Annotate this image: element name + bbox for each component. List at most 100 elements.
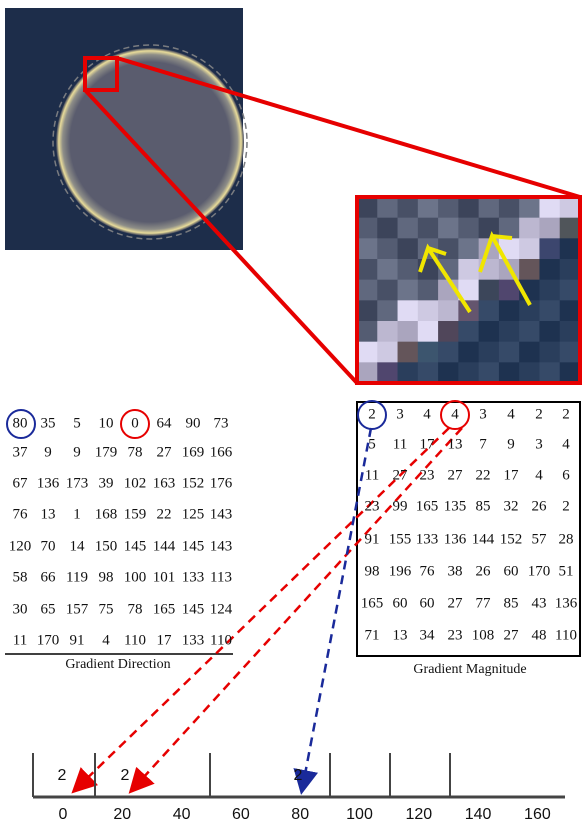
magnitude-box xyxy=(357,402,580,656)
magnitude-cell: 13 xyxy=(393,627,408,643)
pixel xyxy=(357,280,378,301)
magnitude-cell: 3 xyxy=(479,406,487,422)
bin-label: 160 xyxy=(524,806,551,823)
direction-cell: 159 xyxy=(124,506,147,522)
magnitude-cell: 2 xyxy=(562,498,570,514)
direction-cell: 176 xyxy=(210,475,233,491)
pixel xyxy=(438,321,459,342)
pixel xyxy=(519,238,540,259)
pixel xyxy=(357,321,378,342)
bin-value: 2 xyxy=(294,767,303,784)
direction-cell: 1 xyxy=(73,506,81,522)
magnitude-cell: 71 xyxy=(365,627,380,643)
pixel xyxy=(398,342,419,363)
pixel xyxy=(377,300,398,321)
pixel xyxy=(519,259,540,280)
direction-cell: 98 xyxy=(99,569,114,585)
direction-cell: 22 xyxy=(157,506,172,522)
pixel xyxy=(560,238,581,259)
direction-cell: 64 xyxy=(157,415,173,431)
pixel xyxy=(499,197,520,218)
direction-cell: 9 xyxy=(73,444,81,460)
direction-cell: 4 xyxy=(102,632,110,648)
pixel xyxy=(357,197,378,218)
direction-cell: 0 xyxy=(131,415,139,431)
pixel xyxy=(377,259,398,280)
direction-cell: 70 xyxy=(41,538,56,554)
direction-cell: 145 xyxy=(182,538,205,554)
pixel xyxy=(479,197,500,218)
pixel xyxy=(479,342,500,363)
magnitude-cell: 7 xyxy=(479,436,487,452)
direction-cell: 102 xyxy=(124,475,147,491)
pixel xyxy=(539,362,560,383)
pixel xyxy=(418,362,439,383)
direction-cell: 152 xyxy=(182,475,205,491)
magnitude-cell: 4 xyxy=(507,406,515,422)
direction-cell: 100 xyxy=(124,569,147,585)
magnitude-cell: 4 xyxy=(423,406,431,422)
direction-cell: 163 xyxy=(153,475,176,491)
direction-cell: 133 xyxy=(182,569,205,585)
pixel xyxy=(499,300,520,321)
magnitude-cell: 155 xyxy=(389,531,412,547)
magnitude-cell: 165 xyxy=(416,498,439,514)
pixel xyxy=(398,300,419,321)
magnitude-cell: 23 xyxy=(448,627,463,643)
pixel xyxy=(479,362,500,383)
pixel xyxy=(377,280,398,301)
direction-cell: 125 xyxy=(182,506,205,522)
pixel xyxy=(560,300,581,321)
pixel xyxy=(398,197,419,218)
pixel xyxy=(519,342,540,363)
pixel xyxy=(539,238,560,259)
bin-label: 80 xyxy=(291,806,309,823)
direction-cell: 133 xyxy=(182,632,205,648)
pixel xyxy=(458,342,479,363)
direction-cell: 80 xyxy=(13,415,28,431)
magnitude-label: Gradient Magnitude xyxy=(413,662,526,677)
magnitude-cell: 17 xyxy=(420,436,436,452)
magnitude-cell: 2 xyxy=(562,406,570,422)
direction-cell: 9 xyxy=(44,444,52,460)
direction-cell: 76 xyxy=(13,506,29,522)
magnitude-cell: 77 xyxy=(476,595,492,611)
magnitude-cell: 60 xyxy=(420,595,435,611)
direction-cell: 143 xyxy=(210,506,233,522)
direction-cell: 65 xyxy=(41,601,56,617)
direction-cell: 179 xyxy=(95,444,118,460)
magnitude-cell: 152 xyxy=(500,531,523,547)
pixel xyxy=(398,321,419,342)
magnitude-cell: 4 xyxy=(535,467,543,483)
magnitude-cell: 85 xyxy=(476,498,491,514)
pixel xyxy=(539,218,560,239)
pixel xyxy=(519,321,540,342)
magnitude-cell: 11 xyxy=(393,436,407,452)
magnitude-cell: 22 xyxy=(476,467,491,483)
pixel xyxy=(499,342,520,363)
direction-cell: 124 xyxy=(210,601,233,617)
magnitude-cell: 28 xyxy=(559,531,574,547)
direction-cell: 58 xyxy=(13,569,28,585)
magnitude-cell: 9 xyxy=(507,436,515,452)
pixel xyxy=(519,218,540,239)
direction-cell: 173 xyxy=(66,475,89,491)
magnitude-cell: 136 xyxy=(555,595,578,611)
pixel xyxy=(519,197,540,218)
magnitude-cell: 43 xyxy=(532,595,547,611)
pixel xyxy=(438,300,459,321)
figure: Gradient Direction Gradient Magnitude 80… xyxy=(0,0,587,825)
pixel xyxy=(539,300,560,321)
pixel xyxy=(438,342,459,363)
direction-cell: 136 xyxy=(37,475,60,491)
bin-label: 120 xyxy=(405,806,432,823)
magnitude-cell: 2 xyxy=(368,406,376,422)
photo xyxy=(5,8,247,250)
direction-cell: 110 xyxy=(210,632,232,648)
pixel xyxy=(539,321,560,342)
pixel xyxy=(418,321,439,342)
magnitude-cell: 110 xyxy=(555,627,577,643)
direction-cell: 91 xyxy=(70,632,85,648)
magnitude-cell: 85 xyxy=(504,595,519,611)
magnitude-cell: 170 xyxy=(528,563,551,579)
